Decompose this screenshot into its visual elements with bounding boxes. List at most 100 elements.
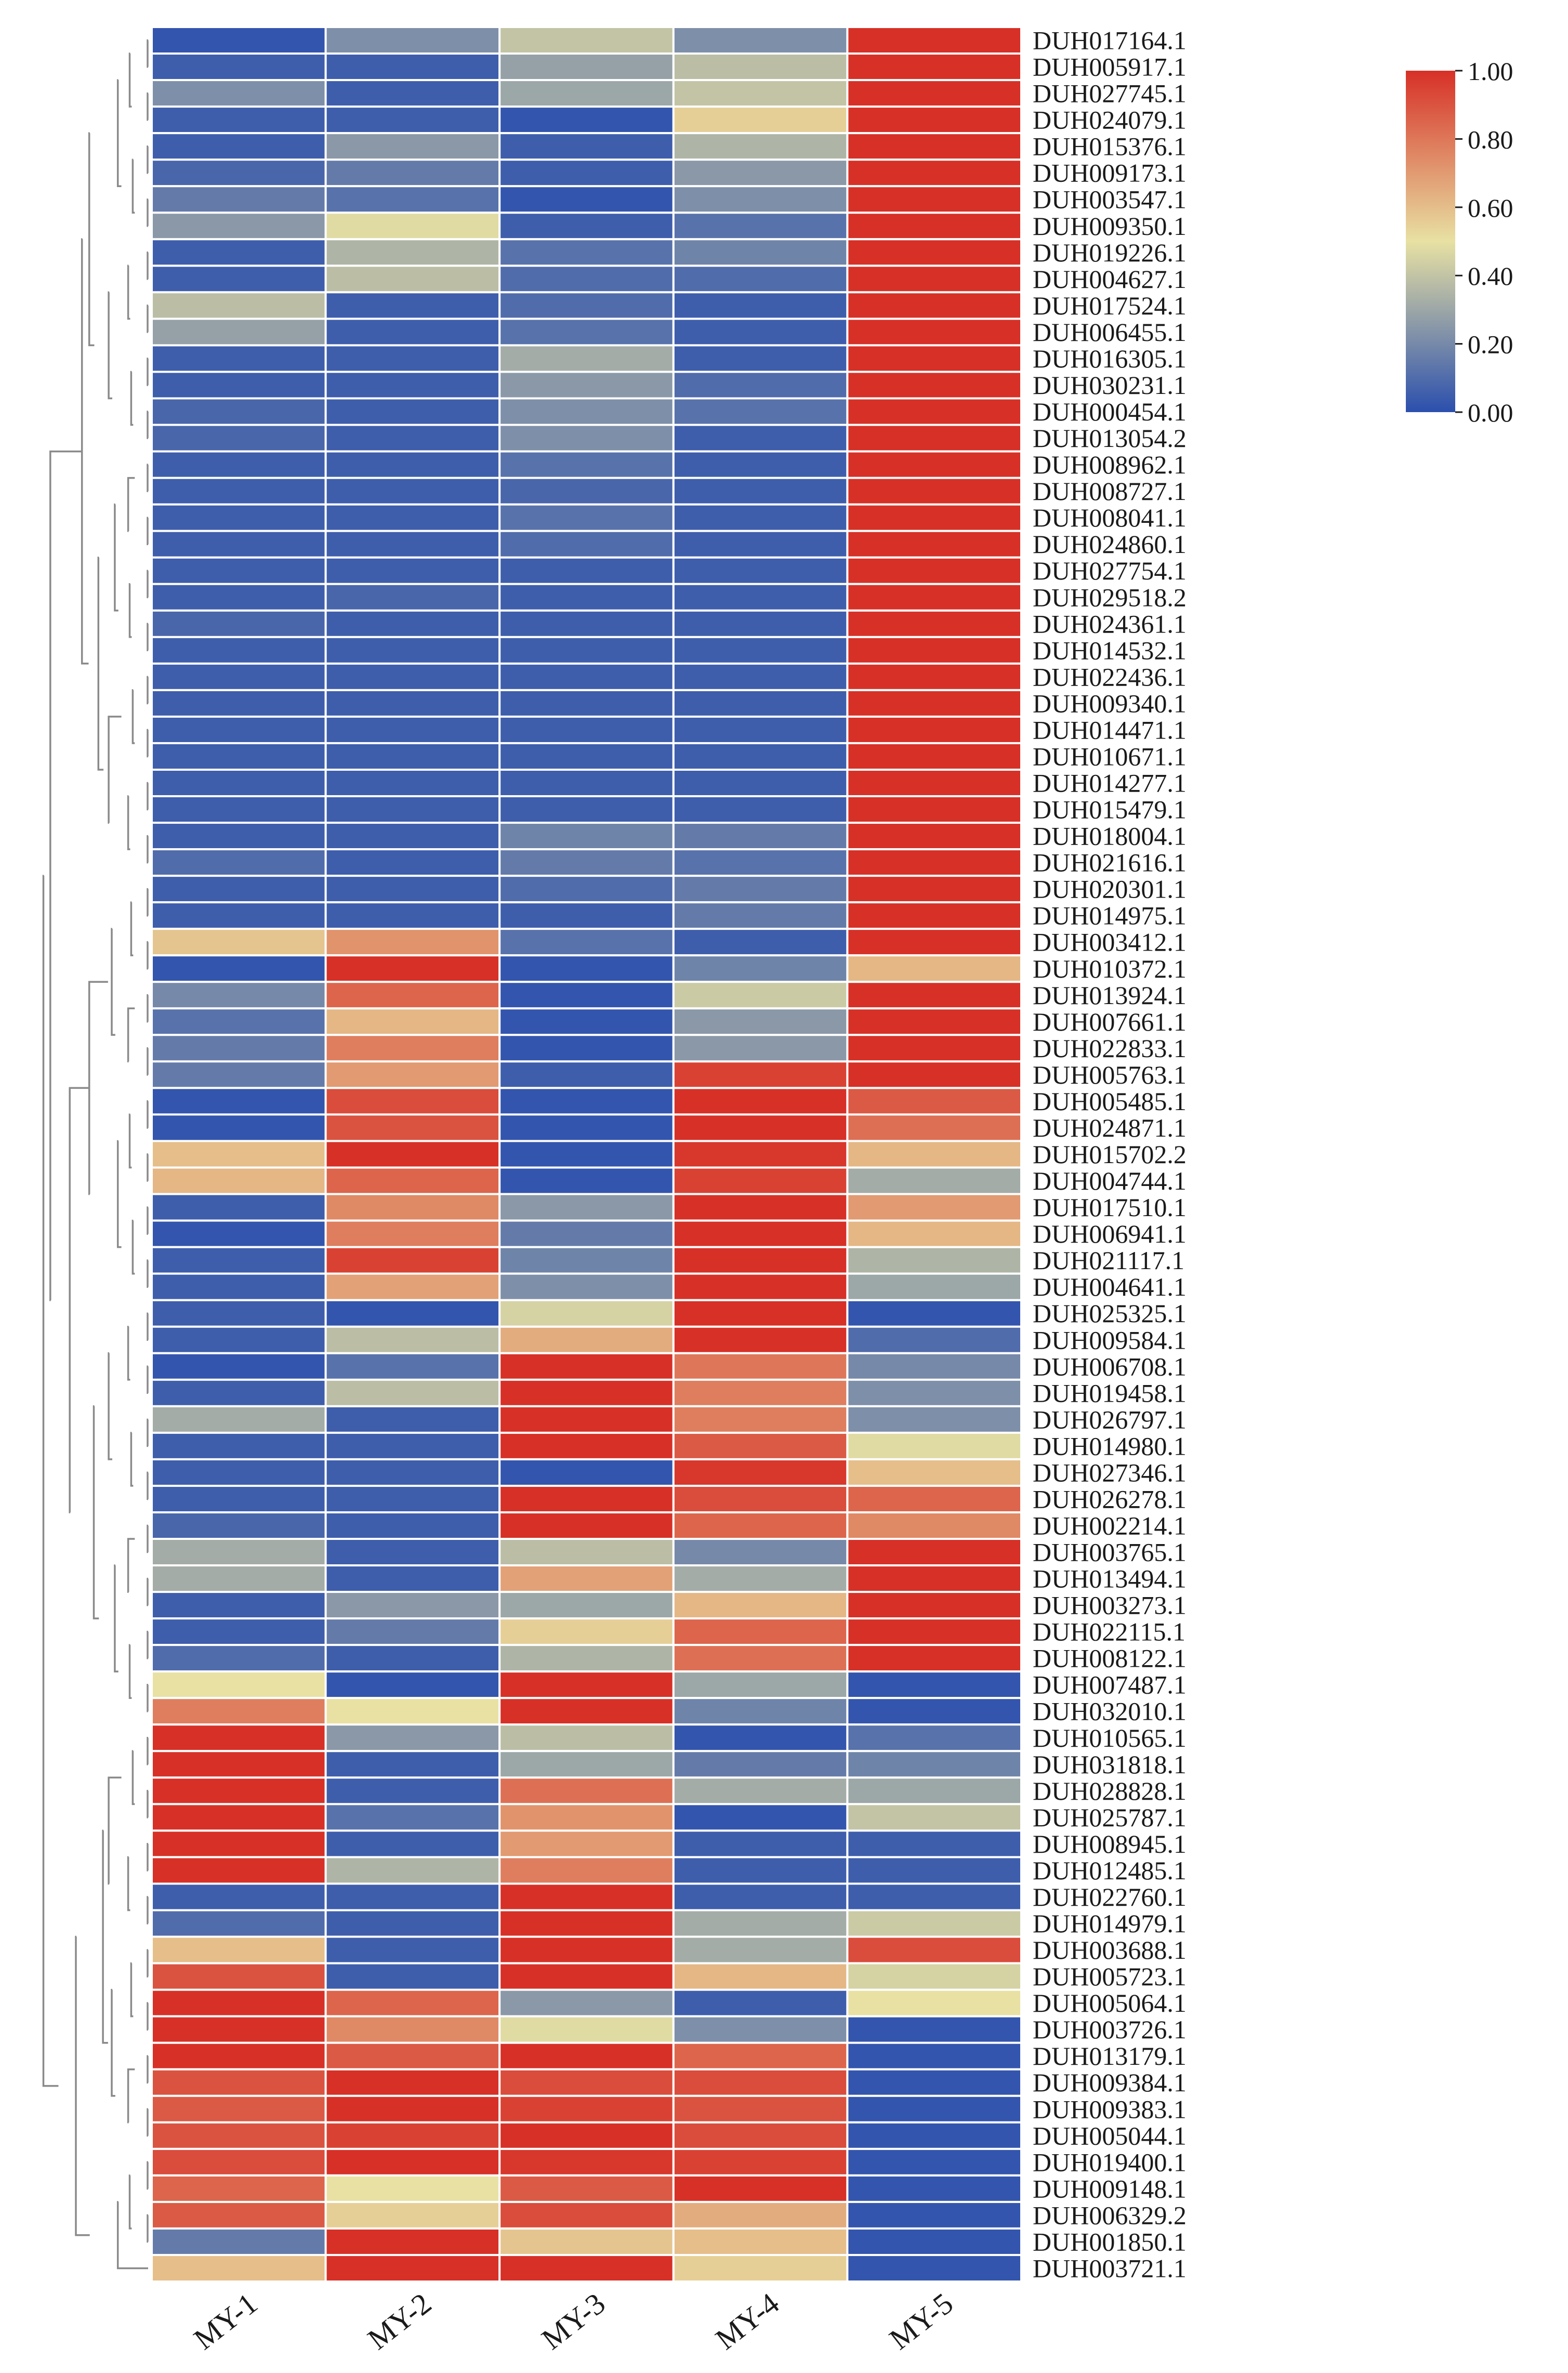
heatmap-cell <box>324 2174 501 2203</box>
heatmap-cell <box>672 185 849 214</box>
row-label: DUH006941.1 <box>1033 1219 1187 1248</box>
heatmap-cell <box>846 79 1023 108</box>
heatmap-cell <box>846 1034 1023 1063</box>
heatmap-cell <box>846 1166 1023 1195</box>
heatmap-cell <box>151 1538 327 1567</box>
heatmap-cell <box>672 530 849 559</box>
heatmap-cell <box>151 1856 327 1885</box>
heatmap-cell <box>846 1246 1023 1275</box>
row-label: DUH027754.1 <box>1033 556 1187 585</box>
heatmap-cell <box>498 901 675 930</box>
heatmap-cell <box>672 79 849 108</box>
heatmap-cell <box>846 1935 1023 1965</box>
heatmap-cell <box>324 928 501 957</box>
dendrogram-link <box>116 1140 122 1248</box>
heatmap-cell <box>846 503 1023 532</box>
row-label: DUH018004.1 <box>1033 822 1187 851</box>
heatmap-cell <box>846 318 1023 347</box>
heatmap-cell <box>846 265 1023 294</box>
row-label: DUH008945.1 <box>1033 1829 1187 1858</box>
row-label: DUH013054.2 <box>1033 424 1187 453</box>
heatmap-cell <box>846 1087 1023 1116</box>
row-label: DUH028828.1 <box>1033 1776 1187 1805</box>
row-label: DUH005485.1 <box>1033 1087 1187 1116</box>
heatmap-cell <box>672 2227 849 2256</box>
heatmap-cell <box>846 2200 1023 2230</box>
row-label: DUH015376.1 <box>1033 132 1187 161</box>
heatmap-cell <box>151 609 327 638</box>
heatmap-cell <box>324 2121 501 2150</box>
heatmap-cell <box>324 1034 501 1063</box>
heatmap-cell <box>672 1378 849 1407</box>
heatmap-cell <box>846 1219 1023 1248</box>
heatmap-cell <box>846 1644 1023 1673</box>
heatmap-cell <box>672 795 849 824</box>
row-label: DUH009350.1 <box>1033 212 1187 241</box>
heatmap-cell <box>324 1697 501 1726</box>
dendrogram-link <box>108 716 122 824</box>
heatmap-cell <box>151 848 327 877</box>
heatmap-cell <box>498 238 675 267</box>
heatmap-cell <box>846 1723 1023 1752</box>
heatmap-cell <box>324 1776 501 1805</box>
heatmap-cell <box>672 609 849 638</box>
row-label: DUH022760.1 <box>1033 1882 1187 1911</box>
heatmap-cell <box>498 1750 675 1779</box>
heatmap-cell <box>324 1140 501 1169</box>
heatmap-cell <box>846 2227 1023 2256</box>
heatmap-cell <box>846 212 1023 241</box>
heatmap-cell <box>498 185 675 214</box>
heatmap-cell <box>324 1060 501 1089</box>
row-label: DUH019400.1 <box>1033 2147 1187 2177</box>
heatmap-cell <box>324 556 501 585</box>
heatmap-cell <box>151 132 327 161</box>
dendrogram-link <box>114 503 118 612</box>
dendrogram-link <box>131 1219 135 1275</box>
heatmap-cell <box>672 848 849 877</box>
heatmap-cell <box>672 2015 849 2044</box>
heatmap-cell <box>151 344 327 373</box>
heatmap-cell <box>498 1087 675 1116</box>
heatmap-cell <box>672 1856 849 1885</box>
row-label: DUH022436.1 <box>1033 662 1187 691</box>
heatmap-cell <box>498 344 675 373</box>
heatmap-cell <box>151 1935 327 1965</box>
dendrogram-link <box>75 1935 90 2236</box>
heatmap-cell <box>672 636 849 665</box>
heatmap-cell <box>498 79 675 108</box>
heatmap-cell <box>324 795 501 824</box>
heatmap-cell <box>498 1034 675 1063</box>
heatmap-cell <box>324 106 501 135</box>
heatmap-cell <box>151 424 327 453</box>
heatmap-cell <box>151 1909 327 1938</box>
row-label: DUH010565.1 <box>1033 1723 1187 1752</box>
heatmap-cell <box>498 1458 675 1487</box>
heatmap-cell <box>498 265 675 294</box>
column-labels: MY-1 MY-2 MY-3 MY-4 MY-5 <box>188 2286 959 2356</box>
heatmap-cell <box>672 1750 849 1779</box>
heatmap-cell <box>498 2147 675 2177</box>
heatmap-cell <box>151 928 327 957</box>
heatmap-cell <box>672 1776 849 1805</box>
heatmap-cell <box>324 2068 501 2097</box>
heatmap-cell <box>324 477 501 506</box>
heatmap-cell <box>324 1299 501 1328</box>
heatmap-cell <box>151 954 327 983</box>
row-label: DUH001850.1 <box>1033 2227 1187 2256</box>
heatmap-cell <box>498 106 675 135</box>
heatmap-cell <box>324 1193 501 1222</box>
heatmap-cell <box>151 2121 327 2150</box>
row-label: DUH032010.1 <box>1033 1697 1187 1726</box>
row-label: DUH006329.2 <box>1033 2200 1187 2230</box>
heatmap-cell <box>846 954 1023 983</box>
heatmap-cell <box>324 2227 501 2256</box>
heatmap-cell <box>151 291 327 320</box>
heatmap-cell <box>498 2015 675 2044</box>
heatmap-cell <box>498 2041 675 2071</box>
heatmap-cell <box>324 848 501 877</box>
row-label: DUH030231.1 <box>1033 371 1187 400</box>
row-label: DUH005723.1 <box>1033 1962 1187 1991</box>
heatmap-cell <box>846 2121 1023 2150</box>
heatmap-cell <box>498 689 675 718</box>
heatmap-cell <box>498 397 675 426</box>
